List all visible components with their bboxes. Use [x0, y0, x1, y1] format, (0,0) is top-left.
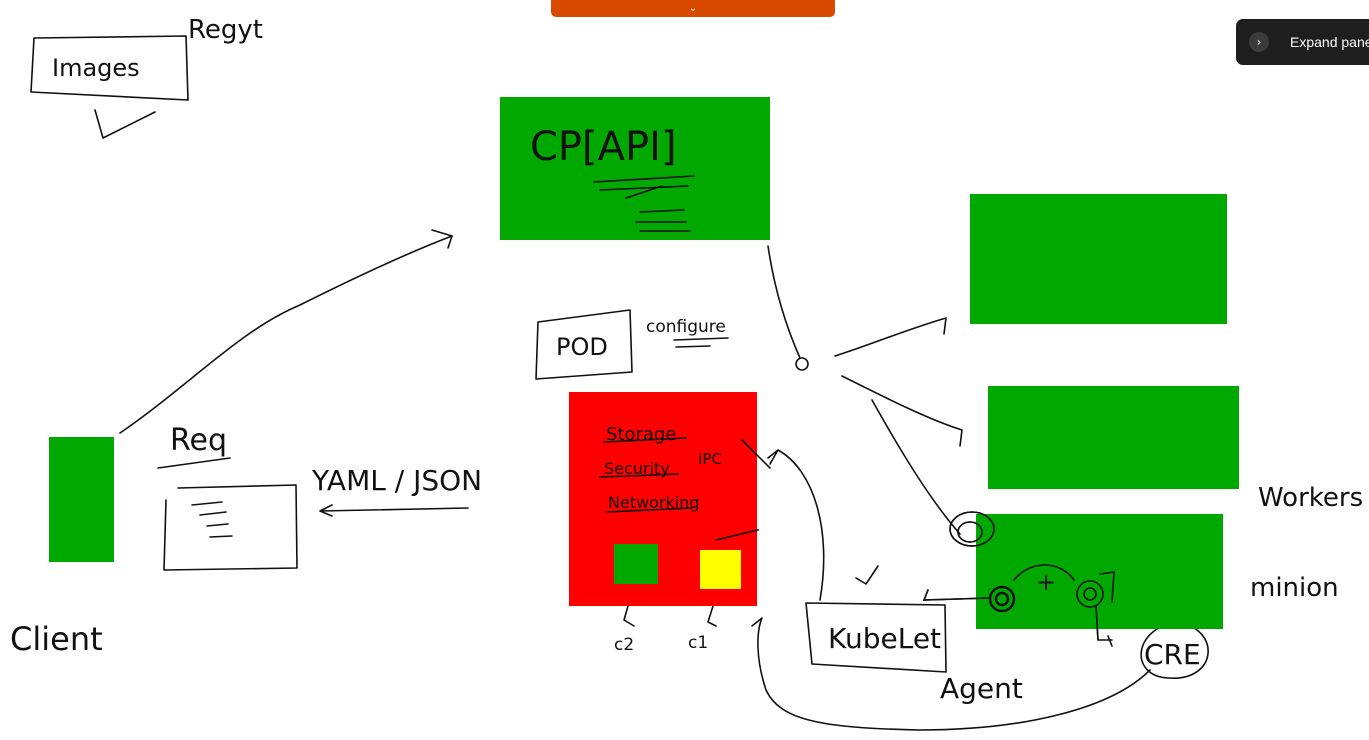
collapse-toolbar-button[interactable]: ⌄ [551, 0, 835, 17]
client-to-api-arrowhead [431, 229, 453, 249]
configure-label: configure [646, 317, 726, 337]
kubelet-check [855, 565, 879, 585]
networking-label: Networking [608, 493, 700, 512]
c1-label: c1 [688, 633, 708, 653]
images-box [30, 35, 189, 101]
client-node [49, 437, 114, 562]
chevron-down-icon: ⌄ [688, 2, 698, 14]
container-c1 [700, 550, 741, 589]
cri-to-pod-loop [751, 617, 1151, 731]
pod-box [535, 309, 633, 380]
expand-panel-button[interactable]: › Expand pane [1236, 19, 1369, 65]
pod-label: POD [556, 333, 608, 361]
workers-label: Workers [1258, 483, 1363, 513]
yaml-json-label: YAML / JSON [311, 464, 482, 497]
cri-oval [1140, 621, 1209, 679]
expand-panel-label: Expand pane [1290, 34, 1369, 50]
ipc-label: IPC [698, 450, 722, 468]
request-box [163, 484, 298, 571]
check-mark [94, 109, 156, 139]
agent-label: Agent [940, 672, 1023, 705]
worker-node-1 [970, 194, 1227, 324]
kubelet-label: KubeLet [828, 622, 941, 655]
control-plane-label: CP[API] [530, 124, 677, 170]
images-label: Images [52, 54, 140, 82]
configure-underline [673, 337, 729, 348]
container-c2 [614, 544, 658, 584]
client-label: Client [10, 620, 103, 658]
worker-node-2 [988, 386, 1239, 489]
client-to-api-arrow [119, 235, 453, 434]
api-to-hub-line [767, 245, 801, 359]
registry-label: Regyt [188, 15, 263, 45]
hub-to-worker3-arrow [871, 399, 961, 535]
req-label: Req [170, 423, 227, 458]
c2-label: c2 [614, 635, 634, 655]
hub-knot [795, 357, 809, 371]
chevron-right-icon: › [1249, 32, 1269, 52]
worker-node-3 [976, 514, 1223, 629]
security-label: Security [604, 459, 670, 478]
kubelet-to-pod-arrow [767, 449, 825, 601]
hub-to-worker1-arrow [834, 317, 947, 357]
storage-label: Storage [606, 424, 676, 445]
yaml-arrow [319, 504, 469, 517]
control-plane-node [500, 97, 770, 240]
minion-label: minion [1250, 573, 1339, 603]
req-underline [157, 457, 231, 469]
request-lines [191, 501, 233, 538]
kubelet-box [805, 602, 947, 673]
hub-to-worker2-arrow [841, 375, 963, 447]
cri-label: CRE [1144, 638, 1201, 671]
plus-label: + [1036, 568, 1056, 596]
